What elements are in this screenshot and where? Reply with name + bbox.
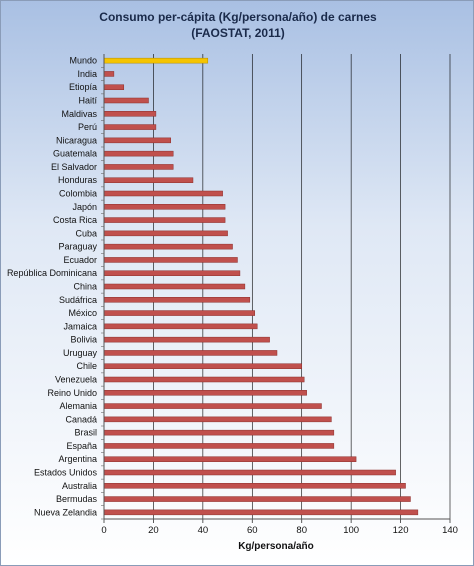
category-label: Venezuela	[55, 375, 97, 385]
category-label: Argentina	[58, 454, 97, 464]
bar-brasil	[103, 429, 335, 436]
category-label: Perú	[78, 122, 97, 132]
bar-guatemala	[103, 150, 174, 157]
bar-japón	[103, 204, 226, 210]
category-label: Uruguay	[63, 348, 98, 358]
category-label: Etiopía	[69, 82, 97, 92]
category-label: China	[73, 282, 97, 292]
grid-lines	[153, 54, 451, 519]
bar-nueva-zelandia	[103, 509, 419, 516]
bar-honduras	[103, 177, 194, 183]
bars	[103, 57, 419, 516]
bar-venezuela	[103, 376, 305, 383]
category-label: Cuba	[75, 228, 97, 238]
x-tick-label: 20	[148, 525, 159, 536]
category-label: Ecuador	[63, 255, 97, 265]
bar-bolivia	[103, 336, 270, 343]
category-label: Canadá	[65, 414, 97, 424]
category-label: Guatemala	[53, 149, 97, 159]
category-label: Australia	[62, 481, 97, 491]
category-label: Bolivia	[70, 335, 97, 345]
category-label: Jamaica	[63, 321, 97, 331]
bar-república-dominicana	[103, 270, 241, 276]
category-label: Maldivas	[61, 109, 97, 119]
x-tick-label: 100	[343, 525, 359, 536]
bar-nicaragua	[103, 137, 171, 144]
bar-jamaica	[103, 323, 258, 330]
bar-colombia	[103, 190, 223, 197]
category-labels: Mundo India Etiopía Haití Maldivas Perú Nicara…	[7, 56, 98, 518]
bar-maldivas	[103, 111, 157, 117]
x-tick-label: 40	[198, 525, 209, 536]
x-tick-label: 80	[296, 525, 307, 536]
category-label: Nueva Zelandia	[34, 507, 97, 517]
bar-argentina	[103, 456, 357, 462]
category-label: Costa Rica	[53, 215, 97, 225]
category-label: México	[68, 308, 97, 318]
category-label: Paraguay	[58, 242, 97, 252]
bar-ecuador	[103, 257, 238, 263]
bar-etiopía	[103, 84, 125, 90]
category-label: Colombia	[59, 189, 97, 199]
bar-haití	[103, 97, 149, 104]
bar-canadá	[103, 416, 332, 423]
bar-reino-unido	[103, 390, 307, 396]
bar-australia	[103, 483, 406, 489]
bar-mundo	[103, 57, 209, 64]
category-label: Chile	[76, 361, 97, 371]
category-label: Brasil	[74, 428, 97, 438]
category-label: República Dominicana	[7, 268, 97, 278]
category-label: El Salvador	[51, 162, 97, 172]
bar-paraguay	[103, 243, 233, 250]
bar-sudáfrica	[103, 297, 251, 303]
x-axis-title: Kg/persona/año	[238, 541, 314, 552]
x-tick-labels: 0 20 40 60 80 100 120 140	[101, 525, 458, 536]
axes	[101, 54, 451, 523]
chart-title: Consumo per-cápita (Kg/persona/año) de c…	[99, 10, 377, 24]
category-label: Estados Unidos	[34, 468, 98, 478]
category-label: Nicaragua	[56, 135, 97, 145]
x-tick-label: 0	[101, 525, 106, 536]
category-label: Sudáfrica	[59, 295, 97, 305]
category-label: Haití	[78, 96, 97, 106]
category-label: España	[66, 441, 97, 451]
category-label: Mundo	[69, 56, 97, 66]
bar-chile	[103, 363, 302, 369]
bar-uruguay	[103, 350, 278, 356]
bar-costa-rica	[103, 217, 226, 223]
x-tick-label: 140	[442, 525, 458, 536]
x-tick-label: 60	[247, 525, 258, 536]
bar-bermudas	[103, 496, 411, 502]
bar-el-salvador	[103, 164, 174, 170]
category-label: Reino Unido	[47, 388, 97, 398]
bar-china	[103, 283, 246, 290]
x-tick-label: 120	[393, 525, 409, 536]
bar-españa	[103, 443, 335, 449]
bar-india	[103, 71, 115, 77]
bar-cuba	[103, 230, 228, 237]
category-label: Bermudas	[56, 494, 98, 504]
bar-perú	[103, 124, 157, 130]
bar-alemania	[103, 403, 322, 409]
category-label: Japón	[72, 202, 97, 212]
bar-méxico	[103, 310, 256, 316]
chart-subtitle: (FAOSTAT, 2011)	[191, 26, 285, 40]
bar-estados-unidos	[103, 469, 396, 476]
category-label: Honduras	[58, 175, 98, 185]
category-label: India	[77, 69, 97, 79]
category-label: Alemania	[59, 401, 97, 411]
